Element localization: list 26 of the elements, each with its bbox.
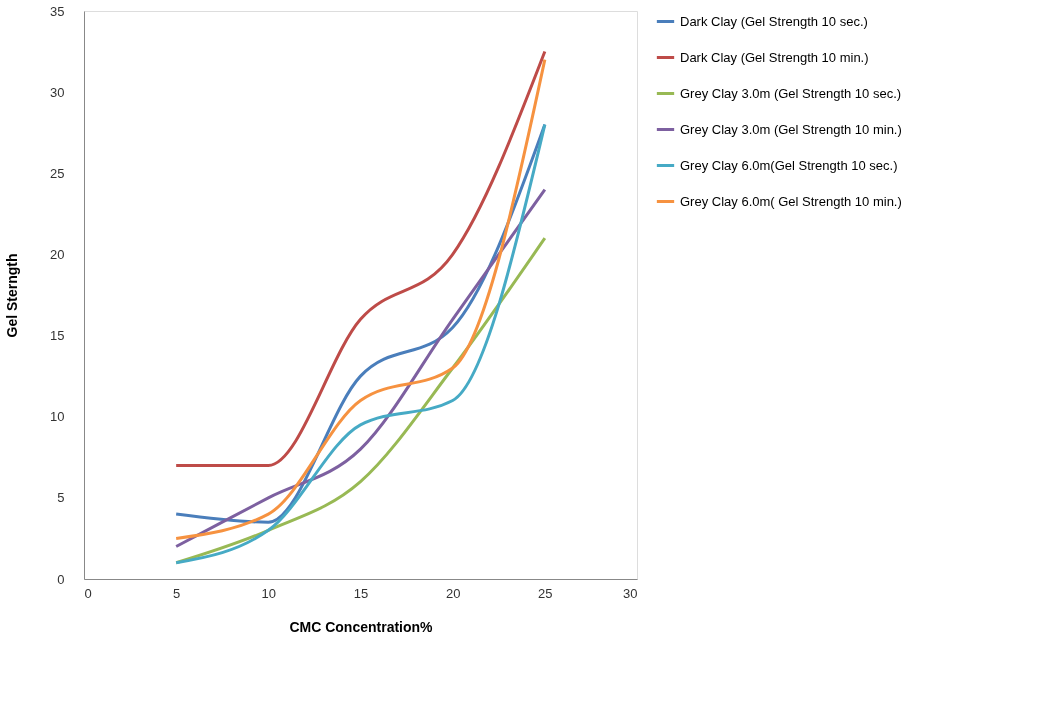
line-series bbox=[174, 50, 547, 467]
x-tick-label: 0 bbox=[84, 585, 92, 601]
legend-label: Grey Clay 6.0m(Gel Strength 10 sec.) bbox=[680, 157, 898, 173]
y-tick-label: 35 bbox=[50, 3, 65, 19]
line-series bbox=[174, 58, 547, 540]
legend-label: Dark Clay (Gel Strength 10 min.) bbox=[680, 49, 869, 65]
x-tick-label: 20 bbox=[445, 585, 461, 601]
x-tick-label: 15 bbox=[353, 585, 369, 601]
x-tick-label: 5 bbox=[173, 585, 181, 601]
y-axis-title: Gel Sterngth bbox=[4, 253, 21, 338]
x-tick-label: 25 bbox=[538, 585, 553, 601]
legend-label: Grey Clay 6.0m( Gel Strength 10 min.) bbox=[680, 193, 902, 209]
legend-label: Dark Clay (Gel Strength 10 sec.) bbox=[680, 13, 868, 29]
line-series bbox=[174, 188, 547, 549]
legend-label: Grey Clay 3.0m (Gel Strength 10 sec.) bbox=[680, 85, 902, 101]
legend-label: Grey Clay 3.0m (Gel Strength 10 min.) bbox=[680, 121, 902, 137]
y-tick-label: 30 bbox=[50, 84, 65, 100]
x-tick-label: 10 bbox=[261, 585, 277, 601]
y-tick-label: 5 bbox=[57, 490, 65, 506]
y-tick-label: 10 bbox=[50, 409, 65, 425]
x-axis-title: CMC Concentration% bbox=[289, 618, 434, 635]
y-tick-label: 0 bbox=[57, 571, 65, 587]
x-tick-label: 30 bbox=[623, 585, 638, 601]
y-tick-label: 25 bbox=[50, 165, 65, 181]
y-tick-label: 20 bbox=[50, 246, 65, 262]
y-tick-label: 15 bbox=[50, 328, 65, 344]
